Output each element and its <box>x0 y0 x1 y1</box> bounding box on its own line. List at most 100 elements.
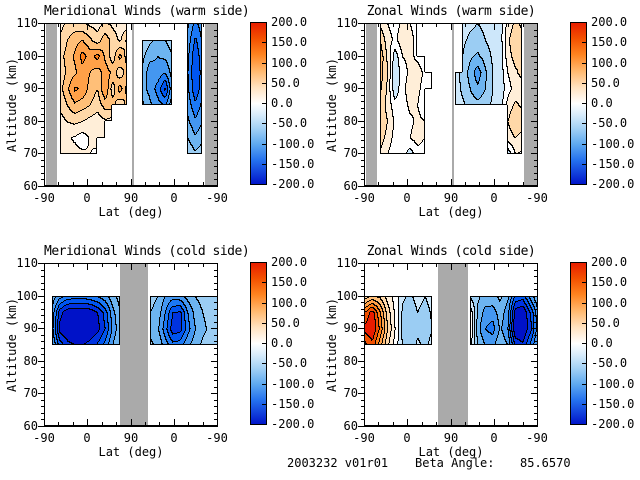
y-tick-label: 60 <box>343 179 358 193</box>
colorbar-tick-label: 50.0 <box>271 316 300 330</box>
x-axis-label-meridional-cold: Lat (deg) <box>98 445 164 459</box>
colorbar-tick-label: 100.0 <box>271 296 308 310</box>
colorbar-tick-label: 200.0 <box>591 255 628 269</box>
footer-beta-angle-value: 85.6570 <box>520 456 571 470</box>
colorbar-tick-label: -50.0 <box>271 116 308 130</box>
colorbar-tick-label: -200.0 <box>591 177 635 191</box>
colorbar-tick-label: 150.0 <box>271 35 308 49</box>
y-tick-label: 80 <box>343 354 358 368</box>
colorbar-tick-label: 100.0 <box>271 56 308 70</box>
x-axis-label-zonal-cold: Lat (deg) <box>418 445 484 459</box>
y-axis-label-meridional-warm: Altitude (km) <box>5 58 19 152</box>
x-tick-label: 0 <box>403 191 411 205</box>
y-tick-label: 90 <box>23 321 38 335</box>
x-axis-label-meridional-warm: Lat (deg) <box>98 205 164 219</box>
y-tick-label: 110 <box>16 256 38 270</box>
x-tick-label: 90 <box>443 431 459 445</box>
x-tick-label: -90 <box>33 431 55 445</box>
y-tick-label: 70 <box>23 146 38 160</box>
colorbar-tick-label: 150.0 <box>591 35 628 49</box>
x-tick-label: 0 <box>83 191 91 205</box>
y-tick-label: 100 <box>336 289 358 303</box>
colorbar-tick-label: 50.0 <box>271 76 300 90</box>
colorbar-tick-label: -50.0 <box>271 356 308 370</box>
y-axis-label-zonal-cold: Altitude (km) <box>325 298 339 392</box>
x-tick-label: 0 <box>490 431 498 445</box>
x-tick-label: 90 <box>443 191 459 205</box>
panel-title-meridional-cold: Meridional Winds (cold side) <box>44 244 250 259</box>
x-tick-label: -90 <box>353 191 375 205</box>
contour-plot-canvas-zonal-cold <box>358 263 538 427</box>
colorbar-tick-label: -100.0 <box>591 377 635 391</box>
x-tick-label: 90 <box>123 191 139 205</box>
colorbar-tick-label: -200.0 <box>271 417 315 431</box>
x-tick-label: 0 <box>83 431 91 445</box>
x-tick-label: 0 <box>170 191 178 205</box>
colorbar-tick-label: 0.0 <box>271 336 293 350</box>
colorbar-tick-label: 50.0 <box>591 76 620 90</box>
colorbar-tick-label: -150.0 <box>271 157 315 171</box>
panel-title-meridional-warm: Meridional Winds (warm side) <box>44 4 250 19</box>
colorbar-tick-label: 150.0 <box>591 275 628 289</box>
y-tick-label: 80 <box>343 114 358 128</box>
x-tick-label: -90 <box>526 191 548 205</box>
y-tick-label: 110 <box>16 16 38 30</box>
x-tick-label: 0 <box>403 431 411 445</box>
colorbar-tick-label: 0.0 <box>591 336 613 350</box>
colorbar-canvas-meridional-cold <box>250 262 267 425</box>
y-tick-label: 90 <box>343 81 358 95</box>
colorbar-canvas-meridional-warm <box>250 22 267 185</box>
contour-plot-canvas-zonal-warm <box>358 23 538 187</box>
colorbar-tick-label: 0.0 <box>591 96 613 110</box>
colorbar-canvas-zonal-cold <box>570 262 587 425</box>
y-tick-label: 70 <box>23 386 38 400</box>
footer-beta-angle-label: Beta Angle: <box>415 456 495 470</box>
y-tick-label: 60 <box>343 419 358 433</box>
footer-dataset-id: 2003232 v01r01 <box>287 456 389 470</box>
colorbar-tick-label: -50.0 <box>591 356 628 370</box>
y-tick-label: 100 <box>16 49 38 63</box>
colorbar-tick-label: -150.0 <box>591 157 635 171</box>
y-tick-label: 80 <box>23 114 38 128</box>
x-tick-label: -90 <box>526 431 548 445</box>
y-axis-label-meridional-cold: Altitude (km) <box>5 298 19 392</box>
colorbar-tick-label: -100.0 <box>271 137 315 151</box>
colorbar-tick-label: -100.0 <box>591 137 635 151</box>
x-tick-label: 90 <box>123 431 139 445</box>
panel-title-zonal-cold: Zonal Winds (cold side) <box>366 244 536 259</box>
y-axis-label-zonal-warm: Altitude (km) <box>325 58 339 152</box>
colorbar-tick-label: 150.0 <box>271 275 308 289</box>
y-tick-label: 100 <box>16 289 38 303</box>
x-tick-label: -90 <box>353 431 375 445</box>
x-axis-label-zonal-warm: Lat (deg) <box>418 205 484 219</box>
y-tick-label: 80 <box>23 354 38 368</box>
contour-plot-canvas-meridional-warm <box>38 23 218 187</box>
panel-title-zonal-warm: Zonal Winds (warm side) <box>366 4 536 19</box>
colorbar-tick-label: -200.0 <box>591 417 635 431</box>
x-tick-label: -90 <box>33 191 55 205</box>
colorbar-tick-label: 100.0 <box>591 56 628 70</box>
colorbar-tick-label: -100.0 <box>271 377 315 391</box>
colorbar-tick-label: 0.0 <box>271 96 293 110</box>
y-tick-label: 110 <box>336 256 358 270</box>
colorbar-tick-label: 200.0 <box>591 15 628 29</box>
y-tick-label: 110 <box>336 16 358 30</box>
colorbar-tick-label: -150.0 <box>271 397 315 411</box>
colorbar-tick-label: 200.0 <box>271 255 308 269</box>
y-tick-label: 60 <box>23 419 38 433</box>
x-tick-label: 0 <box>490 191 498 205</box>
colorbar-tick-label: -50.0 <box>591 116 628 130</box>
y-tick-label: 90 <box>343 321 358 335</box>
colorbar-tick-label: -200.0 <box>271 177 315 191</box>
colorbar-tick-label: 200.0 <box>271 15 308 29</box>
x-tick-label: -90 <box>206 431 228 445</box>
y-tick-label: 90 <box>23 81 38 95</box>
y-tick-label: 70 <box>343 146 358 160</box>
contour-plot-canvas-meridional-cold <box>38 263 218 427</box>
colorbar-tick-label: 50.0 <box>591 316 620 330</box>
colorbar-tick-label: -150.0 <box>591 397 635 411</box>
colorbar-canvas-zonal-warm <box>570 22 587 185</box>
colorbar-tick-label: 100.0 <box>591 296 628 310</box>
y-tick-label: 100 <box>336 49 358 63</box>
